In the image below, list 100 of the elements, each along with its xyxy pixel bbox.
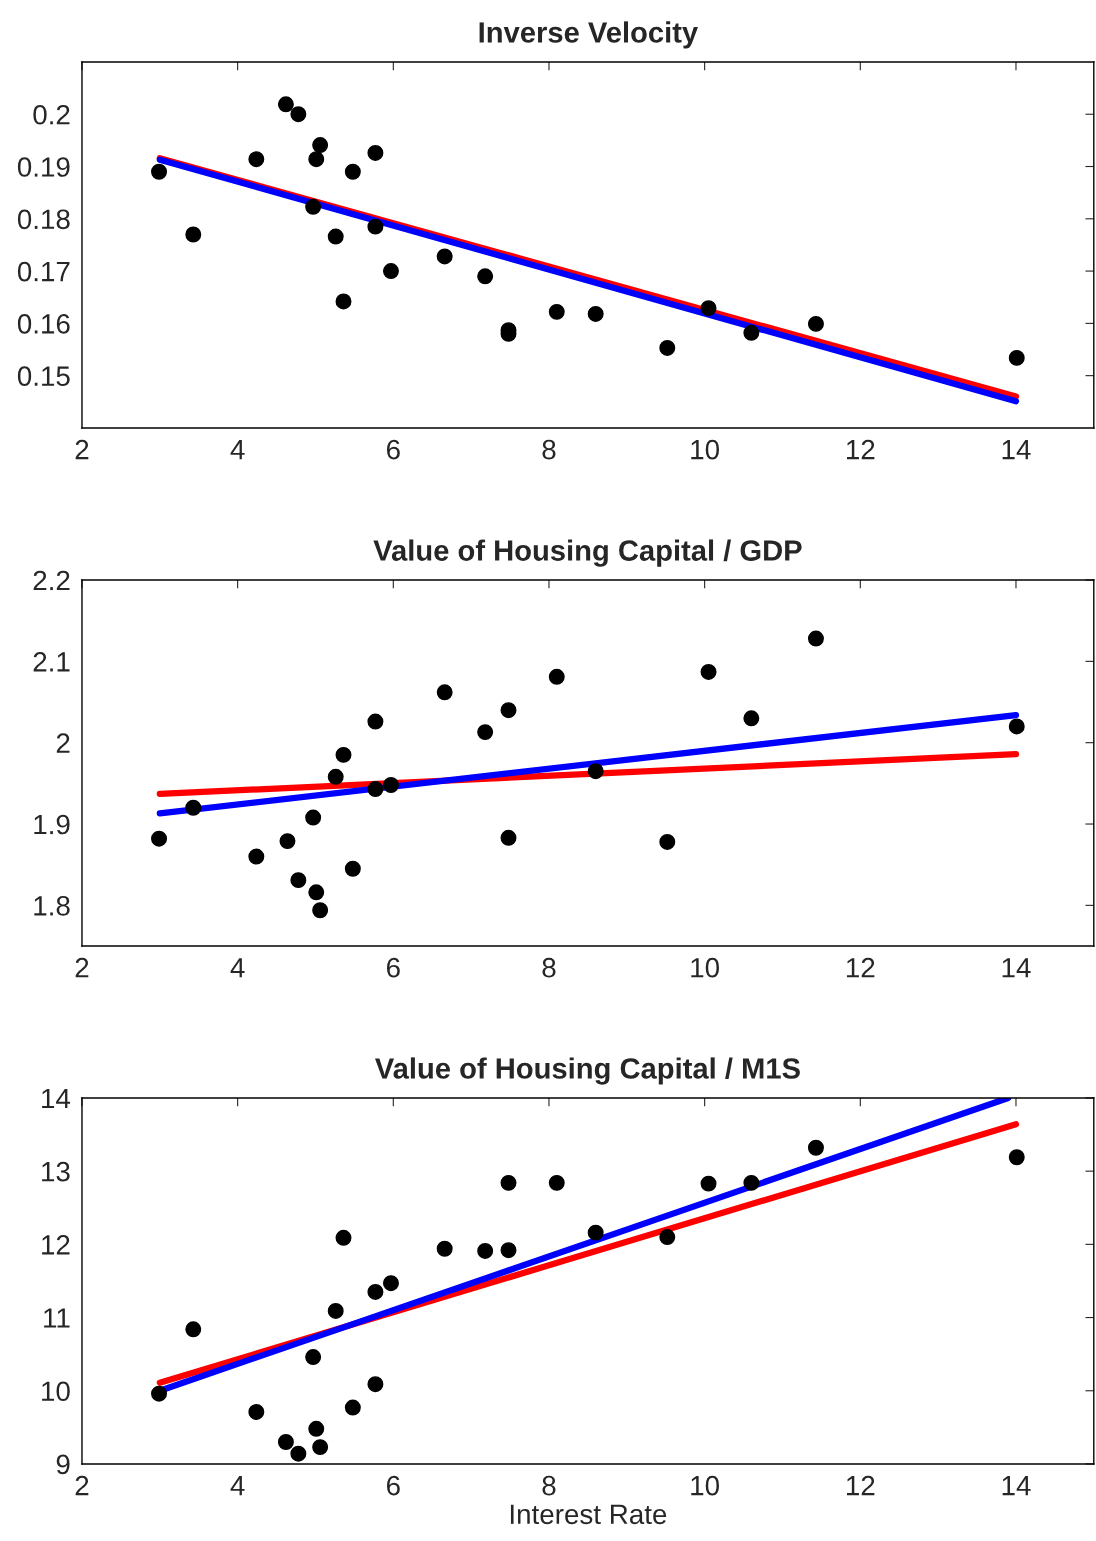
point: [327, 1302, 344, 1319]
point: [700, 1175, 717, 1192]
point: [743, 324, 760, 341]
point: [344, 860, 361, 877]
y-tick-label: 11: [44, 1308, 70, 1328]
point: [151, 163, 168, 180]
point: [743, 1174, 760, 1191]
point: [548, 668, 565, 685]
point: [279, 833, 296, 850]
y-tick-label: 13: [42, 1161, 70, 1182]
y-tick-label: 0.17: [17, 261, 70, 282]
point: [344, 1399, 361, 1416]
point: [277, 96, 294, 113]
point: [1008, 1149, 1025, 1166]
point: [500, 1242, 517, 1259]
x-tick-label: 4: [230, 1476, 245, 1496]
point: [367, 218, 384, 235]
point: [500, 1174, 517, 1191]
y-tick-label: 10: [42, 1381, 70, 1402]
point: [436, 684, 453, 701]
point: [312, 137, 329, 154]
point: [151, 1385, 168, 1402]
point: [367, 144, 384, 161]
point: [312, 902, 329, 919]
point: [659, 833, 676, 850]
point: [185, 799, 202, 816]
point: [477, 1242, 494, 1259]
point: [327, 228, 344, 245]
point: [367, 713, 384, 730]
x-tick-label: 8: [542, 1475, 556, 1496]
x-tick-label: 8: [542, 957, 556, 978]
point: [807, 630, 824, 647]
y-tick-label: 9: [56, 1454, 70, 1475]
y-tick-label: 0.16: [17, 314, 70, 334]
point: [335, 746, 352, 763]
point: [659, 1229, 676, 1246]
point: [587, 763, 604, 780]
point: [436, 248, 453, 265]
point: [700, 663, 717, 680]
point: [382, 777, 399, 793]
point: [367, 1283, 384, 1300]
x-tick-label: 8: [542, 439, 556, 460]
x-tick-label: 6: [387, 957, 400, 978]
point: [248, 151, 265, 168]
point: [290, 1445, 307, 1462]
point: [151, 830, 168, 847]
point: [327, 768, 344, 785]
point: [290, 872, 307, 889]
point: [1008, 349, 1025, 366]
point: [367, 1376, 384, 1393]
x-tick-label: 10: [691, 1475, 720, 1496]
point: [548, 303, 565, 320]
x-axis-title: Interest Rate: [510, 1504, 667, 1525]
point: [185, 226, 202, 243]
y-tick-label: 2.2: [33, 570, 70, 591]
point: [305, 809, 322, 826]
point: [308, 1420, 325, 1437]
point: [305, 198, 322, 215]
point: [248, 848, 265, 865]
point: [500, 829, 517, 846]
point: [587, 305, 604, 322]
chart-title: Inverse Velocity: [479, 21, 698, 49]
point: [477, 268, 494, 285]
x-tick-label: 14: [1002, 440, 1031, 460]
x-tick-label: 12: [846, 439, 875, 460]
point: [548, 1174, 565, 1191]
x-tick-label: 14: [1002, 958, 1031, 978]
y-tick-label: 2: [56, 733, 70, 753]
point: [500, 702, 517, 719]
point: [305, 1349, 322, 1366]
point: [185, 1321, 202, 1338]
x-tick-label: 12: [846, 957, 875, 978]
point: [382, 263, 399, 280]
y-tick-label: 0.19: [17, 157, 70, 177]
y-tick-label: 0.15: [17, 366, 70, 386]
x-tick-label: 14: [1002, 1476, 1031, 1496]
point: [277, 1434, 294, 1450]
x-tick-label: 4: [230, 958, 245, 978]
y-tick-label: 2.1: [33, 652, 70, 672]
point: [344, 163, 361, 180]
point: [659, 339, 676, 356]
y-tick-label: 12: [42, 1235, 70, 1255]
chart-title: Value of Housing Capital / M1S: [375, 1057, 800, 1085]
point: [308, 884, 325, 901]
point: [436, 1240, 453, 1257]
point: [807, 315, 824, 332]
x-tick-label: 6: [387, 1475, 400, 1496]
x-tick-label: 2: [75, 957, 89, 978]
y-tick-label: 1.8: [34, 896, 70, 916]
x-tick-label: 6: [387, 439, 400, 460]
y-tick-label: 1.9: [34, 814, 70, 835]
point: [335, 293, 352, 310]
point: [290, 106, 307, 123]
point: [587, 1224, 604, 1241]
y-tick-label: 0.18: [17, 209, 70, 230]
x-tick-label: 10: [691, 439, 720, 460]
point: [1008, 718, 1025, 735]
x-tick-label: 4: [230, 440, 245, 460]
point: [335, 1229, 352, 1246]
point: [312, 1439, 329, 1456]
